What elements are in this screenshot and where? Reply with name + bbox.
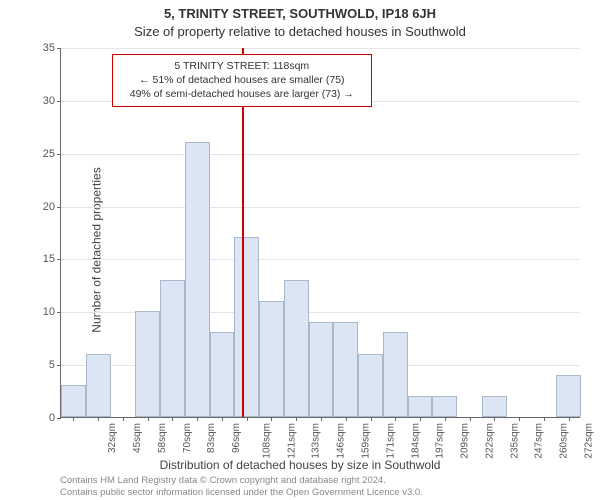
xtick-label: 260sqm [559,423,570,459]
ytick-label: 25 [43,148,55,160]
ytick-mark [57,259,61,260]
ytick-label: 0 [49,412,55,424]
histogram-bar [135,311,160,417]
histogram-bar [309,322,334,417]
ytick-label: 20 [43,201,55,213]
histogram-bar [383,332,408,417]
xtick-mark [123,417,124,421]
xtick-mark [519,417,520,421]
ytick-mark [57,207,61,208]
xtick-label: 58sqm [157,423,168,453]
xtick-mark [172,417,173,421]
plot-area: 0510152025303532sqm45sqm58sqm70sqm83sqm9… [60,48,580,418]
histogram-bar [556,375,581,417]
xtick-mark [494,417,495,421]
histogram-bar [284,280,309,417]
xtick-mark [569,417,570,421]
xtick-mark [296,417,297,421]
xtick-mark [544,417,545,421]
ytick-label: 30 [43,95,55,107]
annotation-line1: 5 TRINITY STREET: 118sqm [121,59,363,73]
xtick-mark [73,417,74,421]
xtick-label: 159sqm [361,423,372,459]
xtick-label: 171sqm [385,423,396,459]
gridline-y [61,154,580,155]
histogram-bar [358,354,383,417]
histogram-bar [333,322,358,417]
ytick-label: 5 [49,359,55,371]
ytick-mark [57,154,61,155]
ytick-label: 10 [43,306,55,318]
xtick-label: 235sqm [509,423,520,459]
xtick-label: 133sqm [311,423,322,459]
xtick-label: 108sqm [262,423,273,459]
xtick-label: 146sqm [336,423,347,459]
xtick-mark [222,417,223,421]
xtick-mark [271,417,272,421]
xtick-mark [98,417,99,421]
xtick-label: 121sqm [286,423,297,459]
xtick-label: 247sqm [534,423,545,459]
chart-container: 5, TRINITY STREET, SOUTHWOLD, IP18 6JH S… [0,0,600,500]
attribution-line2: Contains public sector information licen… [60,487,590,498]
histogram-bar [432,396,457,417]
histogram-bar [482,396,507,417]
xtick-label: 272sqm [583,423,594,459]
xtick-label: 209sqm [460,423,471,459]
histogram-bar [210,332,235,417]
chart-title: 5, TRINITY STREET, SOUTHWOLD, IP18 6JH [0,6,600,21]
gridline-y [61,48,580,49]
xtick-label: 45sqm [132,423,143,453]
xtick-label: 197sqm [435,423,446,459]
xtick-mark [445,417,446,421]
x-axis-label: Distribution of detached houses by size … [0,458,600,472]
attribution: Contains HM Land Registry data © Crown c… [60,475,590,498]
ytick-label: 35 [43,42,55,54]
xtick-mark [321,417,322,421]
xtick-mark [148,417,149,421]
histogram-bar [86,354,111,417]
histogram-bar [408,396,433,417]
xtick-mark [420,417,421,421]
attribution-line1: Contains HM Land Registry data © Crown c… [60,475,590,486]
xtick-mark [371,417,372,421]
xtick-mark [470,417,471,421]
ytick-label: 15 [43,253,55,265]
xtick-mark [247,417,248,421]
xtick-label: 184sqm [410,423,421,459]
ytick-mark [57,312,61,313]
histogram-bar [259,301,284,417]
xtick-mark [346,417,347,421]
histogram-bar [185,142,210,417]
xtick-label: 222sqm [484,423,495,459]
xtick-label: 96sqm [231,423,242,453]
histogram-bar [61,385,86,417]
gridline-y [61,259,580,260]
gridline-y [61,207,580,208]
xtick-label: 32sqm [107,423,118,453]
annotation-box: 5 TRINITY STREET: 118sqm ← 51% of detach… [112,54,372,107]
xtick-mark [197,417,198,421]
histogram-bar [160,280,185,417]
ytick-mark [57,48,61,49]
xtick-label: 83sqm [206,423,217,453]
chart-subtitle: Size of property relative to detached ho… [0,24,600,39]
annotation-line2: ← 51% of detached houses are smaller (75… [121,73,363,87]
ytick-mark [57,418,61,419]
annotation-line3: 49% of semi-detached houses are larger (… [121,87,363,101]
xtick-label: 70sqm [182,423,193,453]
xtick-mark [395,417,396,421]
ytick-mark [57,365,61,366]
histogram-bar [234,237,259,417]
ytick-mark [57,101,61,102]
